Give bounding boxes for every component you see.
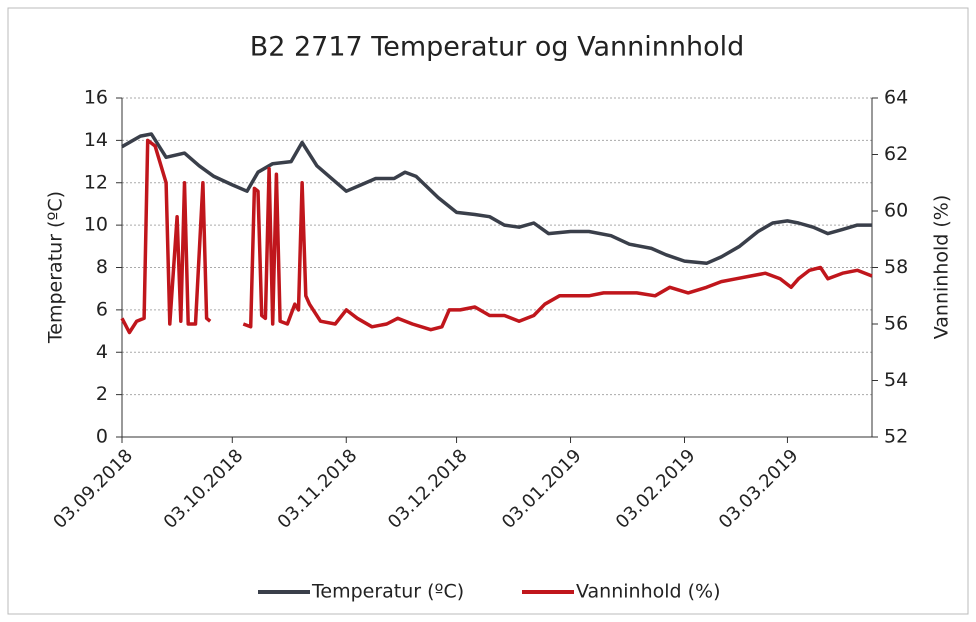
series-line [121,132,872,266]
x-tick-label: 03.02.2019 [612,445,700,533]
y-tick-label: 4 [96,341,108,363]
y2-tick-label: 64 [884,87,908,109]
x-tick-label: 03.10.2018 [160,445,248,533]
frame [7,7,969,615]
y2-tick-label: 62 [884,143,908,165]
y-tick-label: 0 [96,426,108,448]
y2-tick-label: 54 [884,369,908,391]
x-tick-label: 03.09.2018 [49,445,137,533]
y-tick-label: 16 [84,87,108,109]
y2-tick-label: 56 [884,313,908,335]
chart-title: B2 2717 Temperatur og Vanninnhold [250,32,745,63]
legend-label: Vanninhold (%) [576,581,721,603]
y-tick-label: 2 [96,383,108,405]
y-tick-label: 14 [84,129,108,151]
y-tick-label: 12 [84,171,108,193]
y-tick-label: 6 [96,298,108,320]
x-tick-label: 03.01.2019 [498,445,586,533]
x-tick-label: 03.11.2018 [274,445,362,533]
y-axis-title: Temperatur (ºC) [45,191,67,344]
y2-tick-label: 52 [884,426,908,448]
y2-tick-label: 60 [884,200,908,222]
y-tick-label: 10 [84,214,108,236]
y-tick-label: 8 [96,256,108,278]
x-tick-label: 03.12.2018 [384,445,472,533]
y2-axis-title: Vanninhold (%) [931,195,953,340]
legend-label: Temperatur (ºC) [311,581,464,603]
y2-tick-label: 58 [884,256,908,278]
x-tick-label: 03.03.2019 [715,445,803,533]
series-line [120,138,873,335]
